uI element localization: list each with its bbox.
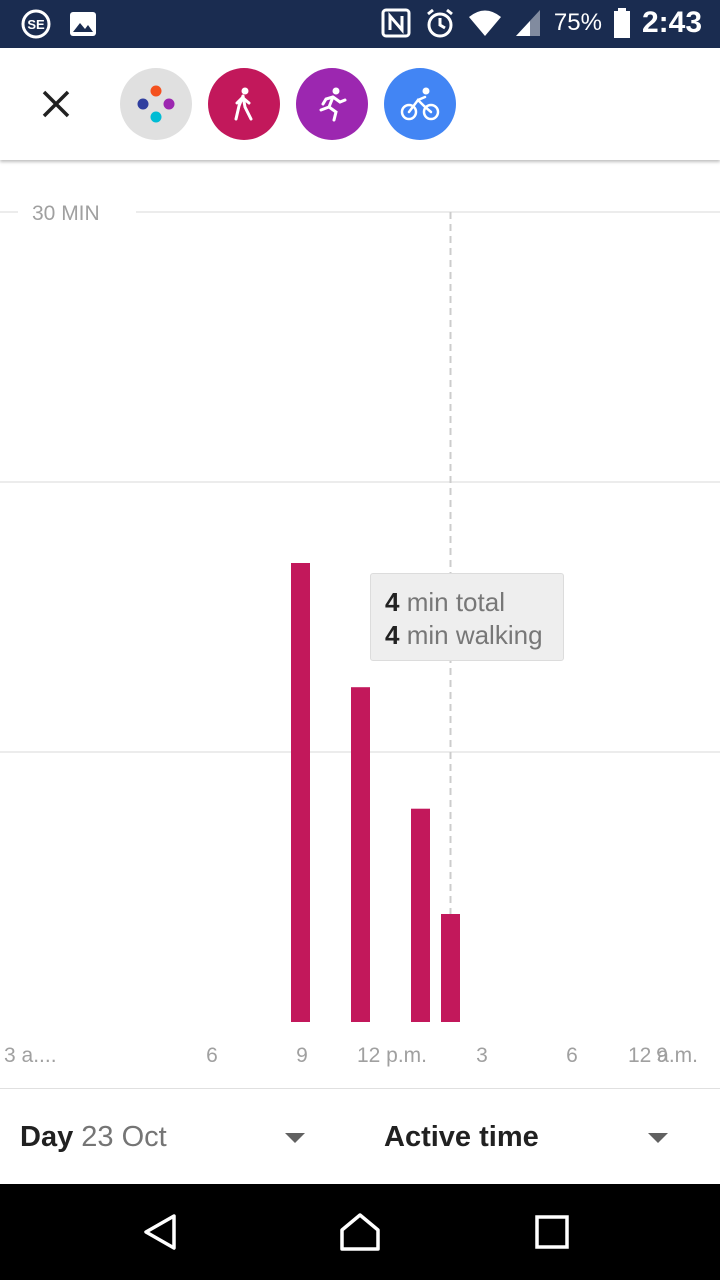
x-tick-label: 12 a.m.: [628, 1044, 698, 1067]
x-tick-label: 3 a....: [4, 1044, 57, 1067]
period-label: Day: [20, 1121, 74, 1153]
close-button[interactable]: [34, 82, 78, 126]
dots-icon: [137, 85, 175, 123]
x-tick-label: 12 p.m.: [357, 1044, 427, 1067]
filter-running[interactable]: [296, 68, 368, 140]
chart-bar: [351, 687, 370, 1022]
back-icon: [144, 1214, 176, 1250]
system-nav-bar: [0, 1184, 720, 1280]
walking-icon: [234, 87, 253, 121]
status-right-icons: 75% 2:43: [380, 6, 702, 40]
x-tick-label: 3: [476, 1044, 488, 1067]
tooltip-total-line: 4 min total: [385, 587, 505, 617]
chart-bar: [441, 914, 460, 1022]
status-bar: SE 75% 2:43: [0, 0, 720, 48]
nfc-icon: [381, 8, 411, 38]
bottom-selector-bar: Day 23 Oct Active time: [0, 1088, 720, 1184]
filter-all-activities[interactable]: [120, 68, 192, 140]
battery-icon: [613, 8, 630, 38]
status-time: 2:43: [641, 6, 702, 39]
chart-bar: [411, 808, 430, 1022]
metric-dropdown-icon[interactable]: [648, 1133, 668, 1143]
image-icon: [70, 12, 96, 36]
tooltip-walking-line: 4 min walking: [385, 620, 543, 650]
x-tick-label: 9: [296, 1044, 308, 1067]
metric-selector[interactable]: Active time: [384, 1121, 539, 1154]
home-icon: [340, 1213, 380, 1251]
se-app-icon: SE: [21, 9, 51, 39]
period-value: 23 Oct: [81, 1121, 167, 1153]
cycling-icon: [400, 87, 440, 121]
back-button[interactable]: [134, 1206, 186, 1258]
svg-text:SE: SE: [27, 17, 45, 32]
period-dropdown-icon[interactable]: [285, 1133, 305, 1143]
battery-percent: 75%: [553, 9, 602, 36]
close-icon: [42, 90, 70, 118]
wifi-icon: [468, 10, 501, 36]
x-tick-label: 9: [656, 1044, 668, 1067]
recents-button[interactable]: [526, 1206, 578, 1258]
filter-walking[interactable]: [208, 68, 280, 140]
activity-filter-toolbar: [0, 48, 720, 160]
active-time-chart: 30 MIN 3 a.... 6 9 12 p.m. 3 6 9 12 a.m. 4 min t…: [0, 160, 720, 1088]
y-axis-label: 30 MIN: [32, 202, 100, 225]
period-selector[interactable]: Day 23 Oct: [20, 1121, 167, 1154]
alarm-icon: [426, 8, 453, 38]
status-left-icons: SE: [20, 8, 98, 40]
chart-tooltip: 4 min total 4 min walking: [370, 573, 564, 661]
home-button[interactable]: [334, 1206, 386, 1258]
x-tick-label: 6: [206, 1044, 218, 1067]
x-tick-label: 6: [566, 1044, 578, 1067]
recents-icon: [535, 1215, 569, 1249]
signal-icon: [515, 10, 540, 36]
metric-label: Active time: [384, 1121, 539, 1153]
filter-cycling[interactable]: [384, 68, 456, 140]
chart-bar: [291, 563, 310, 1022]
running-icon: [319, 87, 347, 122]
